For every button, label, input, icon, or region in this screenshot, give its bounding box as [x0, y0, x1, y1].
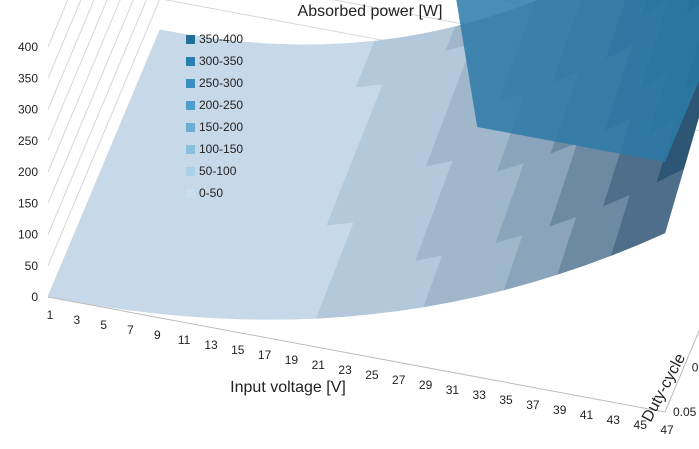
z-tick-label: 100 [18, 228, 38, 242]
gridline-left-wall [47, 0, 69, 48]
gridline-left-wall [47, 0, 108, 141]
surface [47, 0, 699, 320]
x-tick-label: 45 [634, 418, 648, 432]
x-tick-label: 33 [473, 388, 487, 402]
gridline-left-wall [47, 0, 121, 173]
y-tick-label: 0.05 [673, 405, 697, 419]
legend-swatch [186, 35, 195, 44]
x-tick-label: 9 [154, 328, 161, 342]
legend-label: 250-300 [199, 76, 243, 90]
legend-label: 350-400 [199, 32, 243, 46]
legend-label: 50-100 [199, 164, 237, 178]
legend-label: 300-350 [199, 54, 243, 68]
gridline-left-wall [47, 0, 161, 266]
z-axis-ticks: 0 50 100 150 200 250 300 350 400 [18, 40, 38, 304]
x-tick-label: 31 [446, 383, 460, 397]
legend-swatch [186, 79, 195, 88]
floor-grid [47, 296, 699, 413]
x-tick-label: 41 [580, 408, 594, 422]
x-tick-label: 15 [231, 343, 245, 357]
chart-title: Absorbed power [W] [298, 3, 443, 20]
x-axis-title: Input voltage [V] [230, 379, 346, 396]
legend: 350-400 300-350 250-300 200-250 150-200 100-1… [186, 32, 243, 200]
legend-swatch [186, 123, 195, 132]
z-tick-label: 350 [18, 71, 38, 85]
x-tick-label: 29 [419, 378, 433, 392]
x-tick-label: 17 [258, 348, 272, 362]
legend-label: 150-200 [199, 120, 243, 134]
z-tick-label: 400 [18, 40, 38, 54]
legend-swatch [186, 57, 195, 66]
z-tick-label: 50 [25, 259, 39, 273]
z-tick-label: 300 [18, 103, 38, 117]
x-tick-label: 25 [365, 368, 379, 382]
gridline-left-wall [47, 0, 82, 79]
y-axis-ticks: 0.050.200.350.500.650.800.95 [673, 361, 699, 420]
x-axis-ticks: 1 3 5 7 9 11 13 15 17 19 21 23 25 27 29 31 33 35 37 39 41 43 4… [47, 308, 674, 437]
legend-label: 0-50 [199, 186, 223, 200]
z-tick-label: 200 [18, 165, 38, 179]
x-tick-label: 13 [204, 338, 218, 352]
gridline-left-wall [47, 0, 147, 235]
z-tick-label: 250 [18, 134, 38, 148]
x-tick-label: 19 [285, 353, 299, 367]
x-tick-label: 21 [312, 358, 326, 372]
x-tick-label: 7 [127, 323, 134, 337]
legend-label: 100-150 [199, 142, 243, 156]
gridline-left-wall [47, 0, 95, 110]
x-tick-label: 1 [47, 308, 54, 322]
x-tick-label: 37 [526, 398, 540, 412]
y-tick-label: 0.20 [692, 361, 699, 375]
x-tick-label: 39 [553, 403, 567, 417]
x-tick-label: 35 [499, 393, 513, 407]
x-tick-label: 27 [392, 373, 406, 387]
legend-swatch [186, 167, 195, 176]
surface-cell [637, 200, 675, 246]
x-axis-line [47, 296, 666, 413]
z-tick-label: 150 [18, 196, 38, 210]
surface-plateau [456, 0, 699, 162]
x-tick-label: 47 [660, 423, 674, 437]
x-tick-label: 23 [338, 363, 352, 377]
x-tick-label: 3 [73, 313, 80, 327]
x-tick-label: 43 [607, 413, 621, 427]
z-tick-label: 0 [31, 290, 38, 304]
gridline-left-wall [47, 0, 134, 204]
legend-swatch [186, 189, 195, 198]
x-tick-label: 5 [100, 318, 107, 332]
legend-label: 200-250 [199, 98, 243, 112]
legend-swatch [186, 145, 195, 154]
x-tick-label: 11 [178, 333, 191, 347]
y-axis-line [664, 329, 699, 413]
legend-swatch [186, 101, 195, 110]
